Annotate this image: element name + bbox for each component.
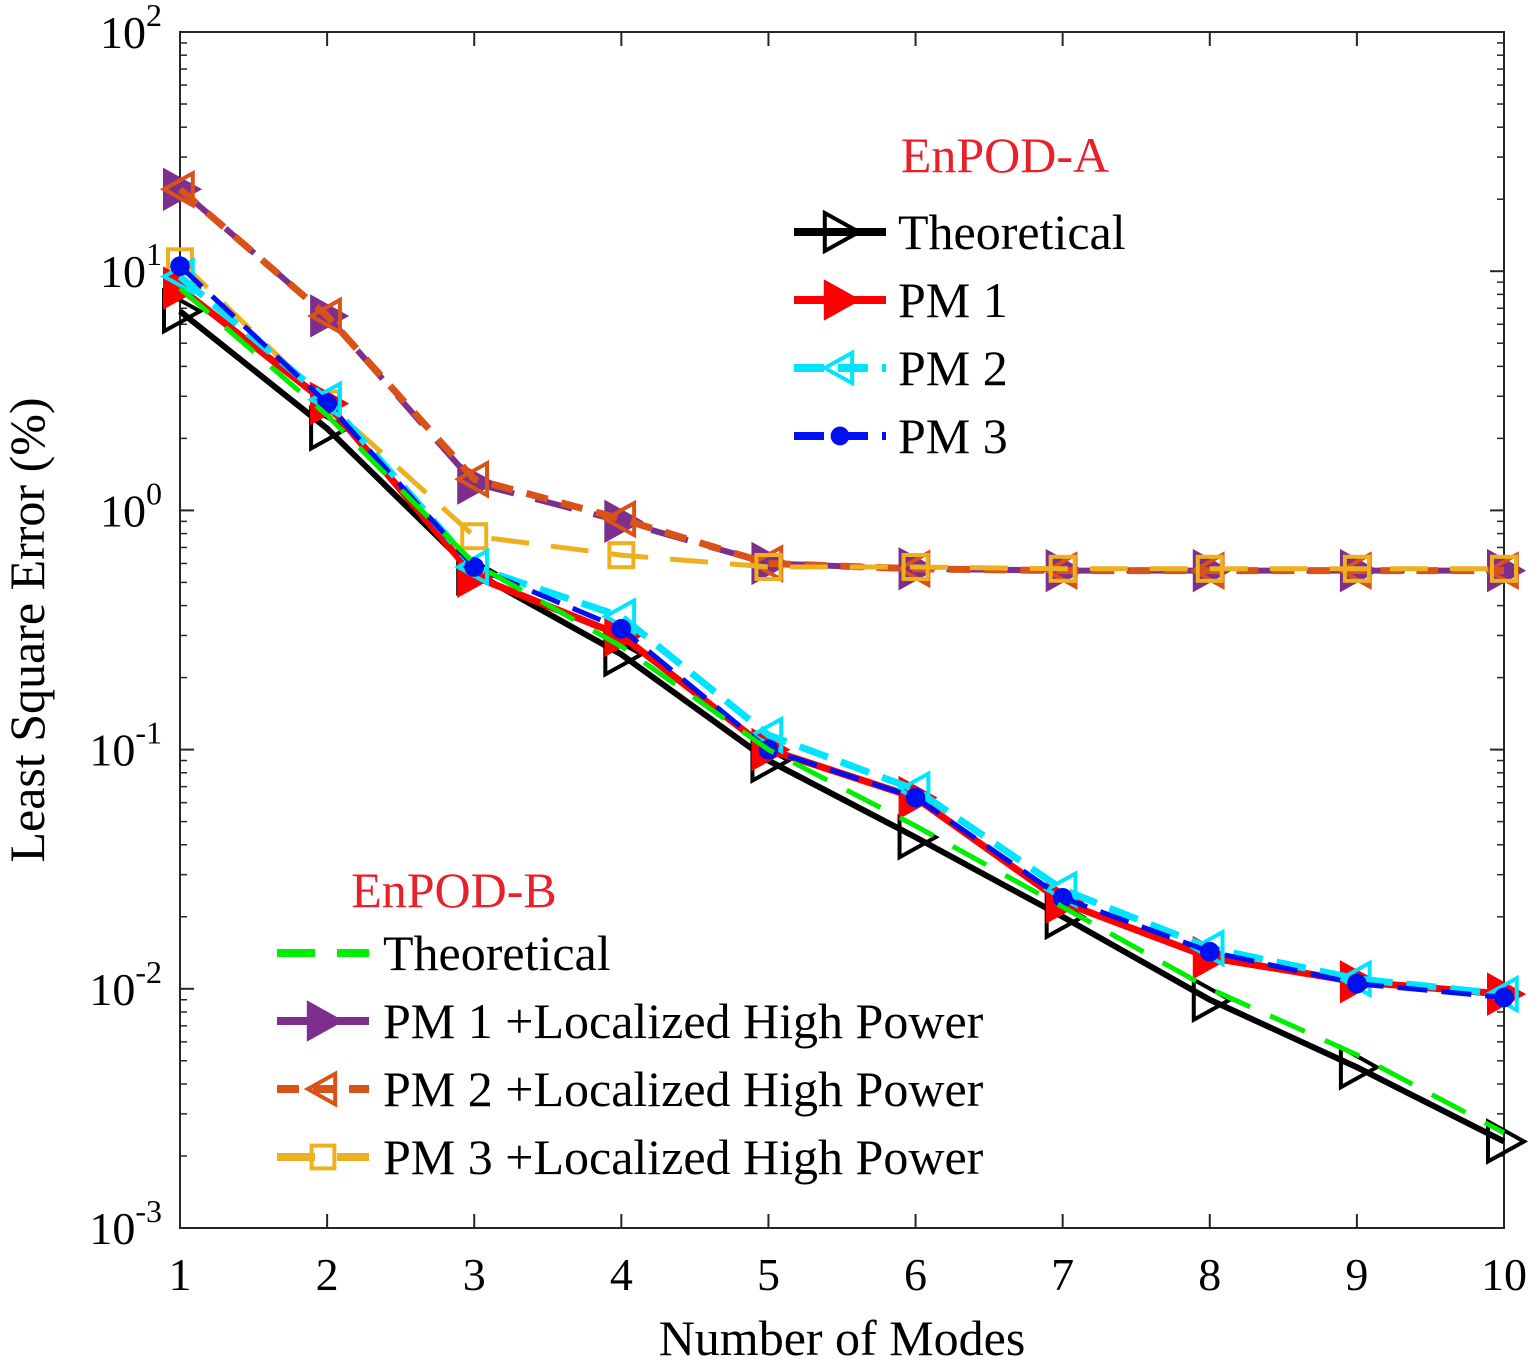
data-point-marker	[1195, 554, 1224, 583]
data-point-marker	[460, 522, 489, 551]
x-tick-label: 9	[1345, 1249, 1368, 1300]
x-tick-label: 7	[1051, 1249, 1074, 1300]
data-point-marker	[306, 296, 342, 336]
series-line	[178, 286, 1506, 1136]
x-tick-label: 1	[169, 1249, 192, 1300]
legend-label: PM 1 +Localized High Power	[383, 993, 984, 1049]
data-point-marker	[309, 1143, 337, 1171]
legend-entry: PM 1	[794, 272, 1008, 328]
legend-b-title: EnPOD-B	[351, 862, 557, 918]
legend-label: PM 1	[898, 272, 1008, 328]
series-line	[177, 273, 1505, 998]
x-axis-label: Number of Modes	[659, 1310, 1026, 1364]
legend-entry: Theoretical	[794, 204, 1126, 260]
data-point-marker	[611, 618, 632, 639]
series-6	[170, 256, 1514, 1008]
legend-entry: PM 2 +Localized High Power	[277, 1061, 984, 1117]
x-tick-label: 6	[904, 1249, 927, 1300]
series-line	[178, 259, 1504, 572]
data-point-marker	[159, 169, 195, 209]
y-tick-label: 10-2	[89, 954, 162, 1015]
legend-label: PM 2 +Localized High Power	[383, 1061, 984, 1117]
data-point-marker	[822, 209, 864, 255]
legend-label: PM 3 +Localized High Power	[383, 1129, 984, 1185]
y-tick-labels: 10-3 10-2 10-1 100 101 102	[89, 0, 162, 1254]
data-point-marker	[303, 1070, 338, 1108]
data-point-marker	[1191, 976, 1234, 1024]
legend-label: Theoretical	[898, 204, 1126, 260]
data-point-marker	[1347, 973, 1367, 994]
data-point-marker	[905, 787, 926, 808]
series-line	[178, 308, 1506, 1145]
data-point-marker	[823, 279, 862, 321]
data-point-marker	[162, 287, 205, 335]
data-point-marker	[830, 426, 850, 446]
legend-b: Theoretical PM 1 +Localized High Power PM …	[277, 925, 984, 1185]
data-point-marker	[601, 499, 637, 539]
x-tick-labels: 1 2 3 4 5 6 7 8 9 10	[169, 1249, 1528, 1300]
data-point-marker	[1490, 554, 1518, 583]
y-tick-label: 102	[100, 0, 162, 58]
legend-label: PM 2	[898, 340, 1008, 396]
data-point-marker	[607, 541, 636, 570]
series-layer	[159, 167, 1529, 1165]
data-point-marker	[1486, 1118, 1529, 1165]
x-tick-label: 2	[316, 1249, 339, 1300]
y-tick-label: 10-1	[89, 715, 162, 776]
y-tick-label: 101	[100, 236, 162, 297]
x-tick-label: 8	[1198, 1249, 1221, 1300]
x-tick-label: 5	[757, 1249, 780, 1300]
data-point-marker	[1338, 1043, 1382, 1091]
data-point-marker	[754, 552, 783, 581]
data-point-marker	[820, 349, 855, 387]
legend-label: Theoretical	[383, 925, 611, 981]
data-point-marker	[1052, 888, 1073, 908]
legend-label: PM 3	[898, 408, 1008, 464]
legend-entry: PM 1 +Localized High Power	[277, 993, 984, 1049]
series-7	[178, 286, 1506, 1136]
data-point-marker	[1048, 554, 1077, 583]
x-tick-label: 3	[463, 1249, 486, 1300]
data-point-marker	[306, 1000, 345, 1042]
data-point-marker	[1494, 987, 1514, 1008]
axis-ticks	[179, 31, 1505, 1229]
y-tick-label: 10-3	[89, 1193, 162, 1254]
legend-entry: Theoretical	[277, 925, 611, 981]
legend-a: Theoretical PM 1 PM 2 PM 3	[794, 204, 1126, 464]
data-point-marker	[170, 256, 190, 276]
legend-entry: PM 3	[794, 408, 1008, 464]
x-tick-label: 10	[1481, 1249, 1527, 1300]
data-point-marker	[901, 552, 930, 581]
data-point-marker	[454, 459, 490, 499]
legend-entry: PM 2	[794, 340, 1008, 396]
x-tick-label: 4	[610, 1249, 633, 1300]
data-point-marker	[1342, 554, 1371, 583]
y-tick-label: 100	[100, 475, 162, 536]
y-axis-label: Least Square Error (%)	[0, 397, 55, 862]
data-point-marker	[1199, 941, 1220, 962]
legend-a-title: EnPOD-A	[901, 127, 1109, 183]
series-line	[178, 264, 1505, 1000]
legend-entry: PM 3 +Localized High Power	[277, 1129, 984, 1185]
data-point-marker	[464, 557, 485, 577]
